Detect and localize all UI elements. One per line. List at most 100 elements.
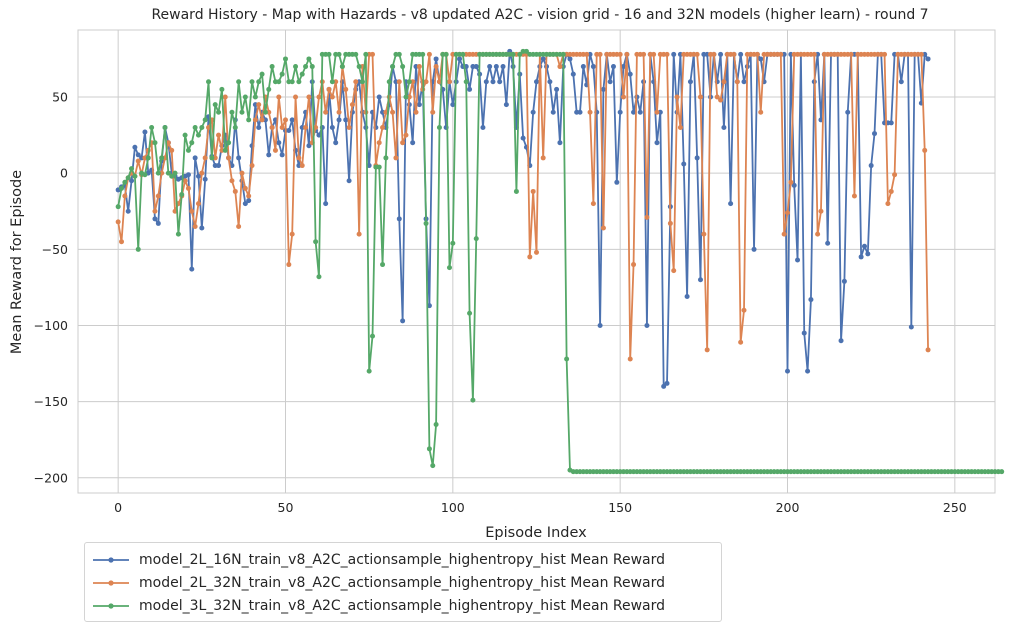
data-point [607, 79, 613, 85]
data-point [694, 51, 700, 57]
data-point [785, 368, 790, 374]
data-point [420, 51, 426, 57]
data-point [306, 143, 312, 149]
data-point [202, 155, 208, 161]
data-point [165, 170, 171, 176]
data-point [534, 249, 539, 255]
data-point [600, 86, 606, 92]
data-point [570, 71, 576, 77]
data-point [808, 297, 814, 303]
data-point [256, 102, 262, 108]
data-point [346, 124, 352, 130]
data-point [758, 109, 764, 115]
data-point [336, 117, 342, 123]
data-point [206, 79, 212, 85]
data-point [580, 64, 586, 70]
series-line-1 [117, 53, 929, 360]
data-point [741, 79, 747, 85]
data-point [356, 64, 362, 70]
data-point [313, 124, 319, 130]
y-tick-label: −200 [34, 470, 68, 485]
data-point [283, 117, 288, 123]
data-point [132, 144, 138, 150]
data-point [249, 163, 255, 169]
data-point [547, 79, 553, 85]
data-point [554, 86, 560, 92]
data-point [276, 94, 282, 100]
data-point [697, 94, 703, 100]
y-tick-label: −100 [34, 318, 68, 333]
legend-label-3l-32n: model_3L_32N_train_v8_A2C_actionsample_h… [139, 597, 666, 614]
data-point [189, 140, 195, 146]
data-point [393, 155, 399, 161]
data-point [125, 208, 131, 214]
y-tick-label: −50 [42, 242, 68, 257]
data-point [135, 246, 141, 252]
data-point [510, 51, 516, 57]
data-point [135, 152, 141, 158]
data-point [841, 278, 847, 284]
legend-label-2l-16n: model_2L_16N_train_v8_A2C_actionsample_h… [139, 551, 666, 568]
data-point [343, 117, 349, 123]
data-point [848, 51, 854, 57]
data-point [851, 193, 857, 199]
data-point [262, 109, 268, 115]
data-point [370, 333, 376, 339]
data-point [149, 124, 155, 130]
data-point [329, 79, 335, 85]
data-point [671, 51, 677, 57]
data-point [329, 124, 335, 130]
data-point [246, 193, 252, 199]
data-point [232, 188, 238, 194]
legend: model_2L_16N_train_v8_A2C_actionsample_h… [84, 542, 722, 622]
data-point [557, 140, 563, 146]
data-point [687, 79, 693, 85]
data-point [644, 214, 650, 220]
data-point [815, 231, 821, 237]
data-point [119, 185, 125, 191]
data-point [256, 79, 262, 85]
data-point [858, 254, 864, 260]
data-point [390, 109, 396, 115]
data-point [326, 51, 332, 57]
data-point [751, 246, 757, 252]
data-point [517, 51, 523, 57]
data-point [785, 210, 790, 216]
data-point [195, 201, 201, 207]
data-point [838, 338, 844, 344]
data-point [232, 124, 238, 130]
data-point [805, 368, 811, 374]
data-point [406, 79, 412, 85]
data-point [199, 170, 205, 176]
data-point [664, 51, 670, 57]
data-point [898, 79, 904, 85]
data-point [651, 51, 657, 57]
data-point [299, 71, 305, 77]
data-point [872, 131, 878, 137]
data-point [219, 86, 225, 92]
data-point [584, 51, 590, 57]
data-point [169, 147, 175, 153]
data-point [731, 51, 737, 57]
data-point [386, 79, 392, 85]
data-point [259, 117, 265, 123]
data-point [450, 240, 456, 246]
data-point [195, 173, 201, 179]
data-point [182, 178, 188, 184]
data-point [825, 240, 831, 246]
data-point [671, 268, 677, 274]
data-point [296, 79, 302, 85]
data-point [323, 201, 329, 207]
data-point [467, 86, 473, 92]
data-point [209, 155, 215, 161]
data-point [925, 347, 931, 353]
data-point [922, 147, 928, 153]
data-point [540, 56, 546, 62]
x-tick-label: 0 [114, 500, 122, 515]
data-point [192, 223, 198, 229]
data-point [336, 51, 342, 57]
data-point [266, 86, 272, 92]
data-point [403, 94, 409, 100]
y-tick-label: 0 [60, 166, 68, 181]
data-point [426, 51, 432, 57]
